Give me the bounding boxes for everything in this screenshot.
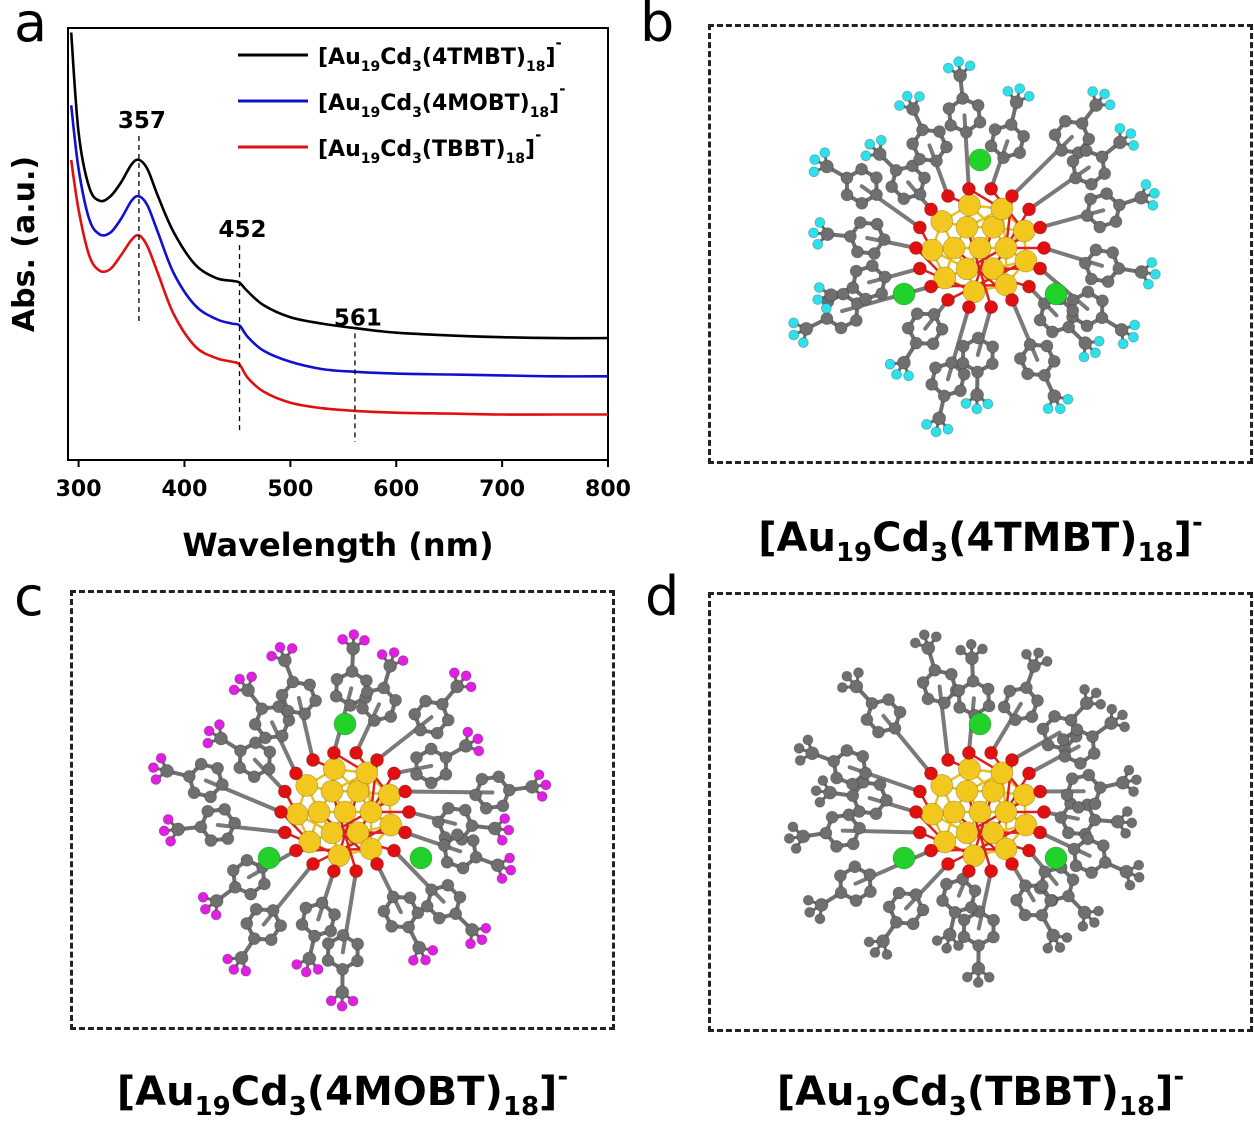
structure-frame-b: [708, 24, 1253, 464]
structure-frame-d: [708, 592, 1253, 1032]
structure-caption-b: [Au19Cd3(4TMBT)18]-: [708, 508, 1253, 568]
y-axis-title: Abs. (a.u.): [7, 156, 42, 332]
legend-label: [Au19Cd3(TBBT)18]-: [318, 126, 541, 167]
structure-caption-c: [Au19Cd3(4MOBT)18]-: [70, 1062, 615, 1122]
x-tick-label: 400: [162, 477, 208, 502]
series-line-1: [71, 33, 608, 339]
x-tick-label: 800: [585, 477, 631, 502]
peak-label: 561: [334, 305, 382, 331]
x-axis-title: Wavelength (nm): [182, 526, 493, 564]
peak-label: 357: [118, 108, 166, 134]
x-tick-label: 500: [267, 477, 313, 502]
x-tick-label: 700: [479, 477, 525, 502]
structure-frame-c: [70, 590, 615, 1030]
x-tick-label: 600: [373, 477, 419, 502]
legend: [Au19Cd3(4TMBT)18]- [Au19Cd3(4MOBT)18]- [A…: [238, 34, 565, 167]
legend-label: [Au19Cd3(4TMBT)18]-: [318, 34, 562, 75]
x-tick-label: 300: [56, 477, 102, 502]
structure-caption-d: [Au19Cd3(TBBT)18]-: [708, 1062, 1253, 1122]
legend-label: [Au19Cd3(4MOBT)18]-: [318, 80, 565, 121]
peak-label: 452: [219, 217, 267, 243]
